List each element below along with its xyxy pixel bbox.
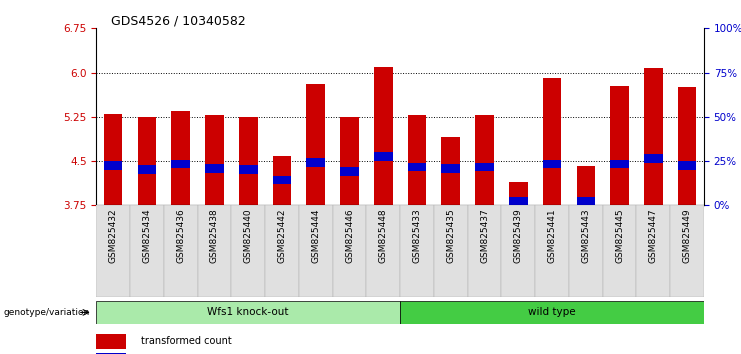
Bar	[670, 205, 704, 297]
Bar	[130, 205, 164, 297]
Text: GDS4526 / 10340582: GDS4526 / 10340582	[111, 14, 246, 27]
Bar	[576, 166, 595, 205]
Text: GSM825445: GSM825445	[615, 208, 624, 263]
Bar	[205, 115, 224, 205]
Bar	[96, 205, 130, 297]
Text: transformed count: transformed count	[141, 336, 231, 346]
Text: GSM825442: GSM825442	[277, 208, 287, 263]
Bar	[611, 160, 629, 169]
Text: genotype/variation: genotype/variation	[4, 308, 90, 317]
Bar	[475, 115, 494, 205]
Text: GSM825432: GSM825432	[109, 208, 118, 263]
Text: Wfs1 knock-out: Wfs1 knock-out	[207, 307, 289, 318]
Bar	[509, 197, 528, 206]
Text: GSM825447: GSM825447	[649, 208, 658, 263]
Bar	[542, 79, 562, 205]
Text: GSM825449: GSM825449	[682, 208, 691, 263]
Bar	[231, 205, 265, 297]
Bar	[644, 68, 662, 205]
Text: GSM825433: GSM825433	[413, 208, 422, 263]
Bar	[239, 117, 258, 205]
Bar	[509, 182, 528, 205]
Bar	[164, 205, 198, 297]
Bar	[96, 353, 126, 354]
Text: GSM825436: GSM825436	[176, 208, 185, 263]
Bar	[502, 205, 535, 297]
Bar	[340, 167, 359, 176]
Bar	[171, 111, 190, 205]
Bar	[96, 334, 126, 348]
Bar	[96, 301, 400, 324]
Bar	[265, 205, 299, 297]
Bar	[239, 166, 258, 175]
Bar	[333, 205, 366, 297]
Bar	[576, 197, 595, 206]
Text: GSM825448: GSM825448	[379, 208, 388, 263]
Bar	[138, 166, 156, 175]
Text: GSM825439: GSM825439	[514, 208, 523, 263]
Bar	[468, 205, 502, 297]
Bar	[400, 301, 704, 324]
Bar	[366, 205, 400, 297]
Bar	[569, 205, 602, 297]
Bar	[374, 67, 393, 205]
Text: GSM825440: GSM825440	[244, 208, 253, 263]
Bar	[408, 115, 426, 205]
Bar	[400, 205, 434, 297]
Bar	[138, 117, 156, 205]
Text: GSM825434: GSM825434	[142, 208, 151, 263]
Bar	[273, 156, 291, 205]
Bar	[434, 205, 468, 297]
Bar	[307, 84, 325, 205]
Bar	[299, 205, 333, 297]
Bar	[678, 87, 697, 205]
Bar	[307, 159, 325, 167]
Bar	[535, 205, 569, 297]
Bar	[104, 114, 122, 205]
Bar	[104, 161, 122, 170]
Bar	[611, 86, 629, 205]
Bar	[542, 160, 562, 169]
Text: GSM825438: GSM825438	[210, 208, 219, 263]
Bar	[602, 205, 637, 297]
Bar	[340, 117, 359, 205]
Text: wild type: wild type	[528, 307, 576, 318]
Bar	[171, 160, 190, 169]
Text: GSM825441: GSM825441	[548, 208, 556, 263]
Text: GSM825443: GSM825443	[581, 208, 591, 263]
Bar	[198, 205, 231, 297]
Bar	[442, 137, 460, 205]
Bar	[475, 162, 494, 171]
Bar	[442, 164, 460, 173]
Bar	[205, 164, 224, 173]
Bar	[273, 176, 291, 184]
Bar	[637, 205, 670, 297]
Bar	[374, 152, 393, 161]
Bar	[678, 161, 697, 170]
Bar	[644, 154, 662, 162]
Text: GSM825444: GSM825444	[311, 208, 320, 263]
Text: GSM825446: GSM825446	[345, 208, 354, 263]
Text: GSM825437: GSM825437	[480, 208, 489, 263]
Text: GSM825435: GSM825435	[446, 208, 455, 263]
Bar	[408, 162, 426, 171]
